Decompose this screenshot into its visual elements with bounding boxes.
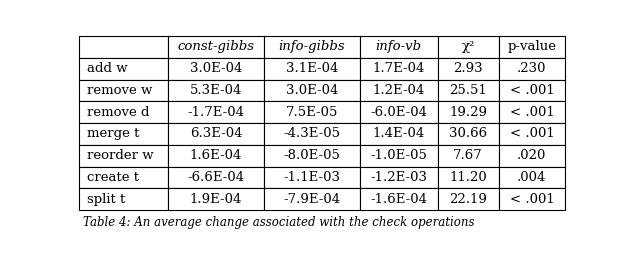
Text: Table 4: An average change associated with the check operations: Table 4: An average change associated wi…: [84, 216, 475, 229]
